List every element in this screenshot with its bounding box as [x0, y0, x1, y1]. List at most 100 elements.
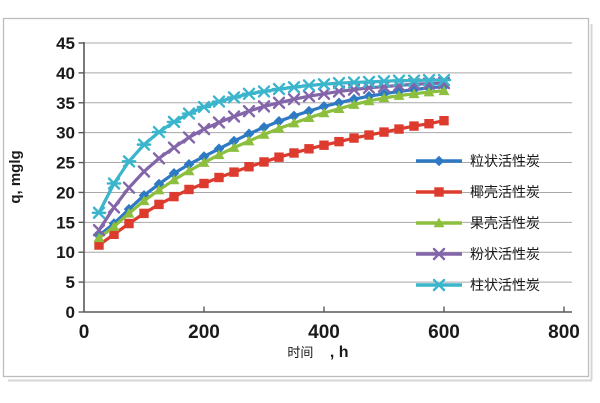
series-marker: [346, 76, 362, 89]
series-4: [91, 73, 452, 219]
series-marker: [109, 229, 119, 239]
series-marker: [332, 85, 346, 98]
series-marker: [302, 90, 316, 103]
legend-label: 粒状活性炭: [470, 153, 540, 169]
series-marker: [433, 217, 445, 228]
legend-label: 椰壳活性炭: [470, 184, 540, 200]
series-marker: [183, 159, 195, 170]
legend-item-3: 粉状活性炭: [416, 246, 540, 262]
series-marker: [391, 74, 407, 87]
series-marker: [198, 157, 210, 167]
series-marker: [349, 133, 359, 143]
series-marker: [244, 162, 254, 172]
series-marker: [226, 91, 242, 104]
series-marker: [348, 99, 360, 109]
series-marker: [227, 110, 241, 123]
series-marker: [154, 199, 164, 210]
series-marker: [258, 121, 270, 133]
series-marker: [274, 152, 284, 162]
axes: [78, 42, 572, 313]
series-marker: [421, 73, 437, 87]
series-marker: [303, 112, 315, 123]
series-marker: [213, 143, 225, 155]
y-tick-label: 10: [56, 243, 75, 262]
series-marker: [317, 87, 331, 101]
series-marker: [167, 141, 181, 154]
series-marker: [288, 110, 300, 122]
series-marker: [408, 88, 420, 99]
x-tick-label: 400: [308, 322, 340, 343]
chart-frame: [2, 17, 590, 378]
series-marker: [331, 76, 347, 90]
x-tick-label: 0: [79, 322, 90, 343]
series-marker: [151, 125, 167, 139]
series-marker: [273, 116, 285, 127]
series-marker: [256, 85, 272, 98]
series-marker: [136, 138, 152, 151]
series-marker: [431, 278, 447, 292]
y-tick-label: 40: [56, 64, 75, 83]
series-marker: [182, 131, 196, 144]
series-marker: [286, 81, 302, 94]
series-marker: [196, 100, 212, 114]
series-marker: [304, 144, 314, 154]
series-marker: [434, 187, 444, 197]
series-marker: [197, 122, 211, 136]
series-marker: [318, 101, 330, 112]
series-marker: [406, 74, 422, 87]
x-axis-title-unit: , h: [330, 344, 349, 361]
series-marker: [316, 78, 332, 91]
series-marker: [333, 103, 345, 114]
gridlines: [84, 42, 572, 283]
series-marker: [272, 96, 286, 109]
tick-labels: 0 5 10 15 20 25 30 35 40 45 0 200 400 600 800: [56, 34, 580, 343]
legend-item-1: 椰壳活性炭: [416, 184, 540, 200]
series-marker: [436, 73, 452, 87]
series-marker: [213, 149, 225, 160]
series-marker: [228, 142, 240, 152]
legend-label: 果壳活性炭: [470, 215, 540, 231]
series-marker: [184, 184, 194, 195]
series-marker: [439, 116, 449, 126]
series-marker: [319, 140, 329, 150]
plot-series: [91, 73, 452, 250]
series-marker: [138, 195, 150, 206]
y-axis-title: q, mglg: [7, 150, 24, 203]
series-marker: [214, 172, 224, 183]
y-tick-label: 25: [56, 154, 75, 173]
y-tick-label: 0: [66, 303, 75, 322]
series-marker: [394, 124, 404, 134]
y-tick-label: 35: [56, 94, 75, 113]
series-marker: [364, 130, 374, 140]
series-marker: [287, 92, 301, 106]
series-marker: [423, 86, 435, 97]
legend-item-0: 粒状活性炭: [416, 153, 540, 169]
series-marker: [438, 85, 450, 96]
series-marker: [303, 105, 315, 117]
series-marker: [433, 155, 445, 167]
y-tick-label: 30: [56, 124, 75, 143]
y-tick-label: 5: [66, 273, 75, 292]
series-marker: [393, 90, 405, 100]
y-tick-label: 45: [56, 34, 75, 53]
series-marker: [229, 167, 239, 177]
series-marker: [122, 181, 136, 194]
series-marker: [166, 115, 182, 129]
y-tick-label: 20: [56, 183, 75, 202]
series-marker: [198, 151, 210, 162]
series-marker: [123, 207, 135, 218]
series-marker: [379, 127, 389, 137]
series-marker: [241, 87, 257, 101]
legend-label: 粉状活性炭: [470, 246, 540, 262]
legend-item-2: 果壳活性炭: [416, 215, 540, 231]
series-marker: [243, 128, 255, 140]
series-marker: [243, 135, 255, 146]
series-marker: [409, 121, 419, 131]
series-marker: [288, 117, 300, 128]
series-2: [93, 85, 450, 243]
series-marker: [259, 157, 269, 167]
series-marker: [301, 79, 317, 92]
series-marker: [424, 118, 434, 129]
series-marker: [378, 92, 390, 103]
